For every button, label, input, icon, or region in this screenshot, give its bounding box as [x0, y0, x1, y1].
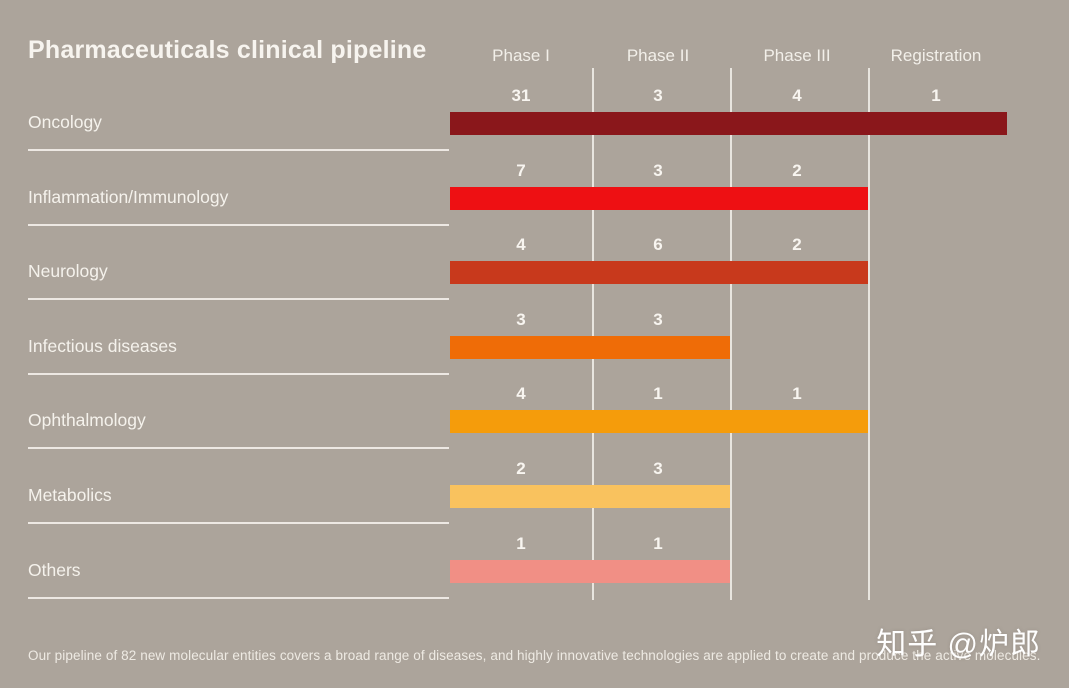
- pipeline-bar: [450, 261, 868, 284]
- bar-value: 3: [653, 86, 663, 105]
- pipeline-bar: [450, 187, 868, 210]
- bar-value: 4: [792, 86, 802, 105]
- bar-value: 2: [792, 161, 802, 180]
- category-label: Infectious diseases: [28, 336, 177, 356]
- category-label: Inflammation/Immunology: [28, 187, 229, 207]
- phase-header-phase1: Phase I: [492, 46, 550, 65]
- bar-value: 4: [516, 235, 526, 254]
- phase-header-phase2: Phase II: [626, 46, 690, 65]
- footer-note: Our pipeline of 82 new molecular entitie…: [28, 648, 1041, 663]
- category-label: Neurology: [28, 261, 108, 281]
- page-title: Pharmaceuticals clinical pipeline: [28, 36, 427, 64]
- row-underline: [28, 149, 449, 151]
- bar-value: 6: [653, 235, 663, 254]
- row-underline: [28, 373, 449, 375]
- pipeline-bar: [450, 336, 730, 359]
- phase-divider-2: [730, 68, 732, 600]
- bar-value: 2: [516, 459, 526, 478]
- bar-value: 7: [516, 161, 526, 180]
- phase-divider-1: [592, 68, 594, 600]
- pipeline-bar: [450, 560, 730, 583]
- bar-value: 4: [516, 384, 526, 403]
- category-label: Ophthalmology: [28, 410, 146, 430]
- bar-value: 1: [931, 86, 941, 105]
- bar-value: 3: [516, 310, 526, 329]
- pipeline-bar: [450, 112, 1007, 135]
- category-label: Oncology: [28, 112, 102, 132]
- bar-value: 3: [653, 310, 663, 329]
- watermark: 知乎 @炉郎: [876, 628, 1041, 661]
- phase-header-registration: Registration: [890, 46, 982, 65]
- row-underline: [28, 522, 449, 524]
- bar-value: 3: [653, 459, 663, 478]
- bar-value: 1: [516, 534, 526, 553]
- bar-value: 2: [792, 235, 802, 254]
- bar-value: 1: [653, 384, 663, 403]
- bar-value: 31: [511, 86, 531, 105]
- phase-divider-3: [868, 68, 870, 600]
- bar-value: 3: [653, 161, 663, 180]
- pipeline-bar: [450, 485, 730, 508]
- bar-value: 1: [792, 384, 802, 403]
- category-label: Metabolics: [28, 485, 112, 505]
- row-underline: [28, 447, 449, 449]
- row-underline: [28, 298, 449, 300]
- row-underline: [28, 597, 449, 599]
- pipeline-bar: [450, 410, 868, 433]
- row-underline: [28, 224, 449, 226]
- category-label: Others: [28, 560, 81, 580]
- phase-header-phase3: Phase III: [763, 46, 831, 65]
- bar-value: 1: [653, 534, 663, 553]
